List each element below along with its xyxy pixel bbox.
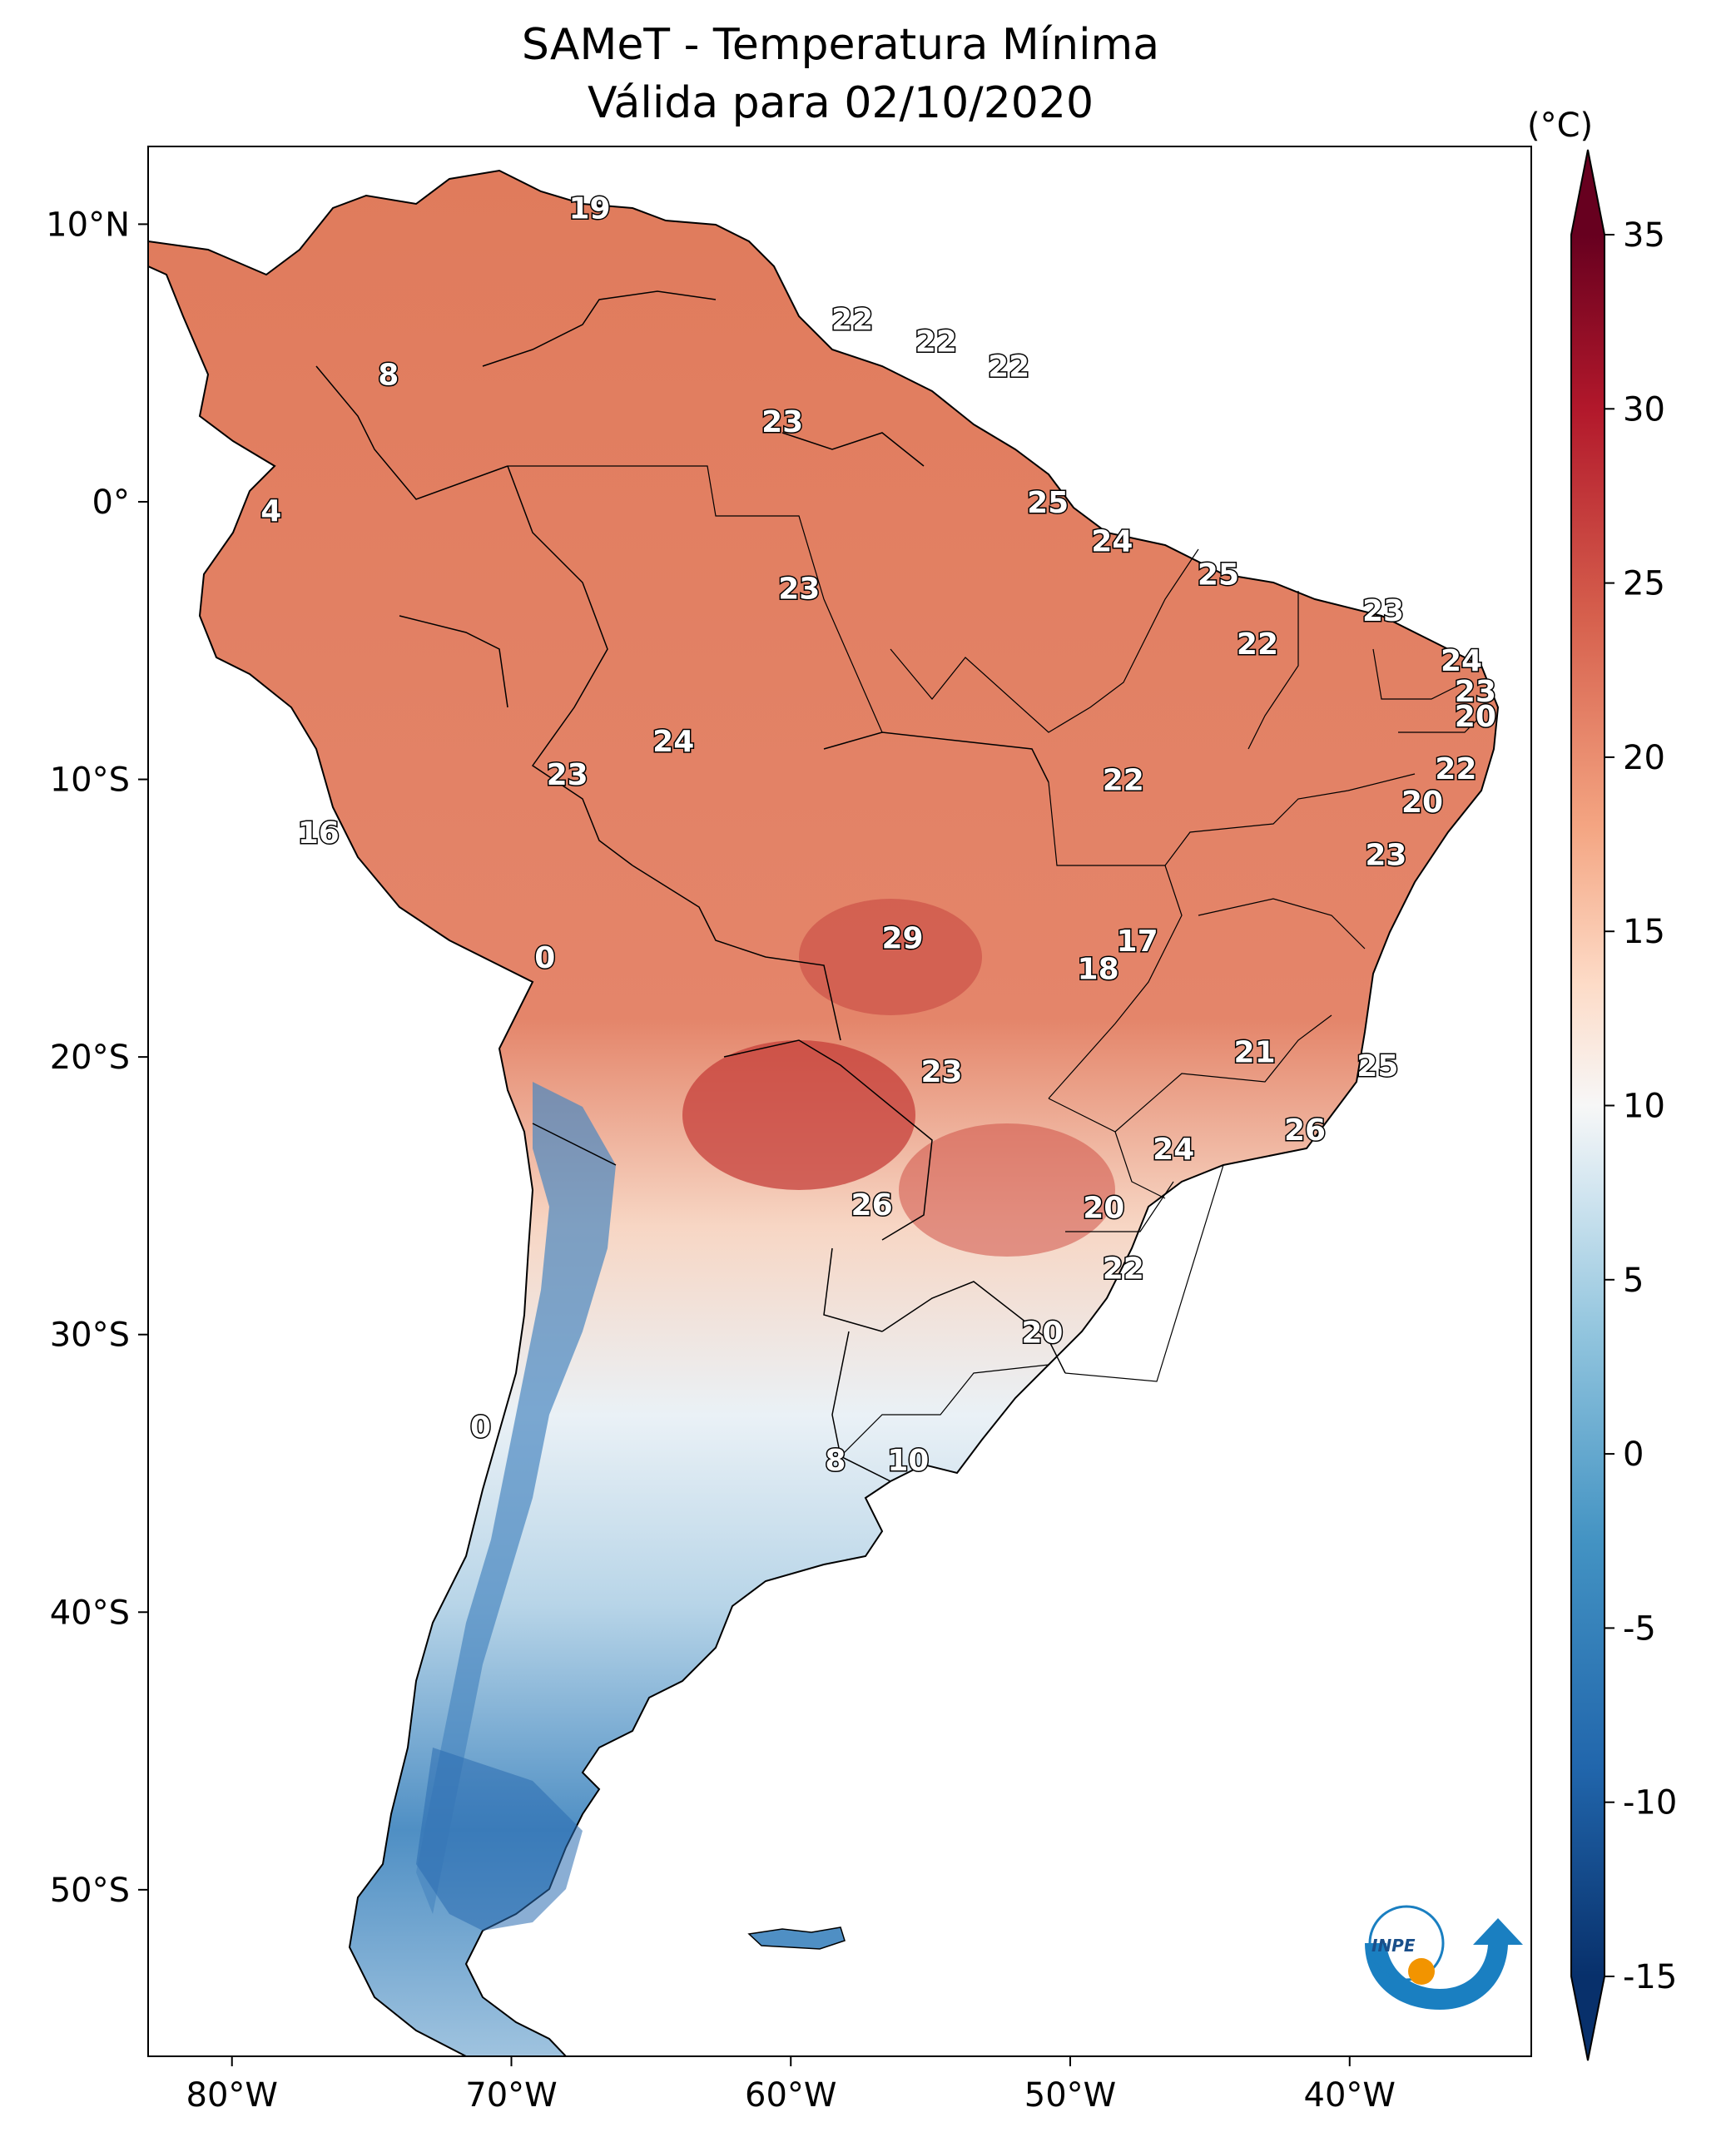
temperature-label: 20: [1083, 1191, 1124, 1225]
temperature-label: 10: [887, 1444, 929, 1478]
temperature-label: 29: [881, 922, 923, 956]
colorbar-tick-label: 10: [1623, 1088, 1665, 1126]
temperature-label: 25: [1357, 1049, 1398, 1083]
temperature-label: 23: [1365, 839, 1406, 873]
lat-tick-label: 40°S: [50, 1594, 130, 1632]
temperature-label: 26: [851, 1188, 893, 1222]
colorbar-unit: (°C): [1527, 107, 1594, 145]
logo-text: INPE: [1371, 1936, 1416, 1956]
logo-orange-dot: [1408, 1958, 1435, 1985]
colorbar-tick-label: 5: [1623, 1262, 1644, 1300]
colorbar-tick-label: -5: [1623, 1609, 1656, 1648]
temperature-label: 24: [1153, 1133, 1194, 1167]
temperature-label: 24: [1441, 644, 1482, 678]
temperature-label: 0: [470, 1411, 491, 1445]
warm-anomaly-parana: [899, 1123, 1115, 1257]
colorbar-tick-label: -15: [1623, 1958, 1677, 1996]
colorbar-tick-label: 25: [1623, 565, 1665, 603]
temperature-label: 25: [1198, 558, 1239, 593]
temperature-label: 22: [1435, 752, 1476, 786]
map-title: SAMeT - Temperatura Mínima: [521, 20, 1160, 70]
warm-anomaly-paraguay: [682, 1040, 915, 1190]
inpe-logo: INPE: [1365, 1905, 1523, 2010]
lat-tick-label: 50°S: [50, 1872, 130, 1910]
temperature-label: 21: [1234, 1035, 1276, 1069]
andes-cold-band: [416, 1082, 616, 1914]
temperature-label: 23: [920, 1055, 962, 1089]
temperature-label: 26: [1284, 1113, 1326, 1148]
lat-tick-label: 30°S: [50, 1316, 130, 1355]
temperature-label: 17: [1117, 925, 1158, 959]
lat-tick-label: 20°S: [50, 1039, 130, 1077]
country-borders: [315, 290, 1066, 1482]
lon-tick-label: 70°W: [465, 2076, 557, 2115]
temperature-label: 22: [1103, 764, 1144, 798]
temperature-label: 22: [1103, 1252, 1144, 1287]
temperature-label: 19: [568, 191, 610, 226]
longitude-ticks: 80°W 70°W 60°W 50°W 40°W: [186, 2056, 1396, 2115]
temperature-label: 20: [1021, 1316, 1063, 1350]
warm-anomaly-mato-grosso: [799, 899, 982, 1015]
temperature-label: 24: [652, 725, 694, 759]
temperature-label: 22: [831, 303, 873, 337]
temperature-label: 0: [534, 941, 555, 975]
temperature-label: 8: [825, 1444, 846, 1478]
continent-layer: [148, 169, 1500, 2056]
lat-tick-label: 0°: [92, 483, 130, 522]
colorbar-bottom-extension: [1571, 1976, 1605, 2060]
colorbar-ramp: [1571, 235, 1605, 1976]
lon-tick-label: 40°W: [1304, 2076, 1396, 2115]
lat-tick-label: 10°S: [50, 761, 130, 800]
temperature-label: 23: [778, 572, 820, 606]
temperature-label: 20: [1401, 786, 1443, 820]
lon-tick-label: 50°W: [1024, 2076, 1116, 2115]
colorbar-tick-label: 20: [1623, 739, 1665, 777]
colorbar-tick-label: 35: [1623, 216, 1665, 255]
colorbar: 35 30 25 20 15 10 5 0 -5 -10 -15: [1570, 149, 1677, 2061]
falkland-islands: [747, 1926, 846, 1950]
temperature-label: 25: [1027, 486, 1069, 520]
temperature-label: 23: [547, 758, 588, 792]
temperature-label: 24: [1091, 525, 1133, 559]
temperature-label: 23: [1455, 675, 1496, 709]
colorbar-tick-label: -10: [1623, 1784, 1677, 1822]
colorbar-tick-label: 30: [1623, 390, 1665, 429]
temperature-label: 22: [988, 350, 1029, 384]
temperature-label: 23: [1362, 594, 1404, 628]
temperature-label: 23: [761, 405, 803, 439]
colorbar-tick-label: 0: [1623, 1435, 1644, 1474]
temperature-label: 8: [378, 359, 399, 393]
temperature-label: 4: [260, 494, 281, 528]
temperature-label: 16: [298, 816, 340, 850]
temperature-label: 22: [915, 325, 957, 359]
temperature-label: 18: [1078, 952, 1119, 986]
lon-tick-label: 80°W: [186, 2076, 278, 2115]
logo-swoosh: [1365, 1918, 1523, 2010]
colorbar-top-extension: [1571, 150, 1605, 235]
state-borders: [508, 465, 1482, 1457]
lon-tick-label: 60°W: [745, 2076, 836, 2115]
colorbar-ticks: 35 30 25 20 15 10 5 0 -5 -10 -15: [1605, 216, 1677, 1996]
map-subtitle: Válida para 02/10/2020: [587, 78, 1094, 128]
colorbar-tick-label: 15: [1623, 913, 1665, 951]
lat-tick-label: 10°N: [46, 206, 130, 244]
temperature-label: 20: [1455, 700, 1496, 734]
logo-ring: [1368, 1905, 1445, 1981]
latitude-ticks: 10°N 0° 10°S 20°S 30°S 40°S 50°S: [46, 206, 148, 1910]
southern-cold-region: [416, 1748, 583, 1931]
temperature-label: 22: [1237, 627, 1278, 662]
